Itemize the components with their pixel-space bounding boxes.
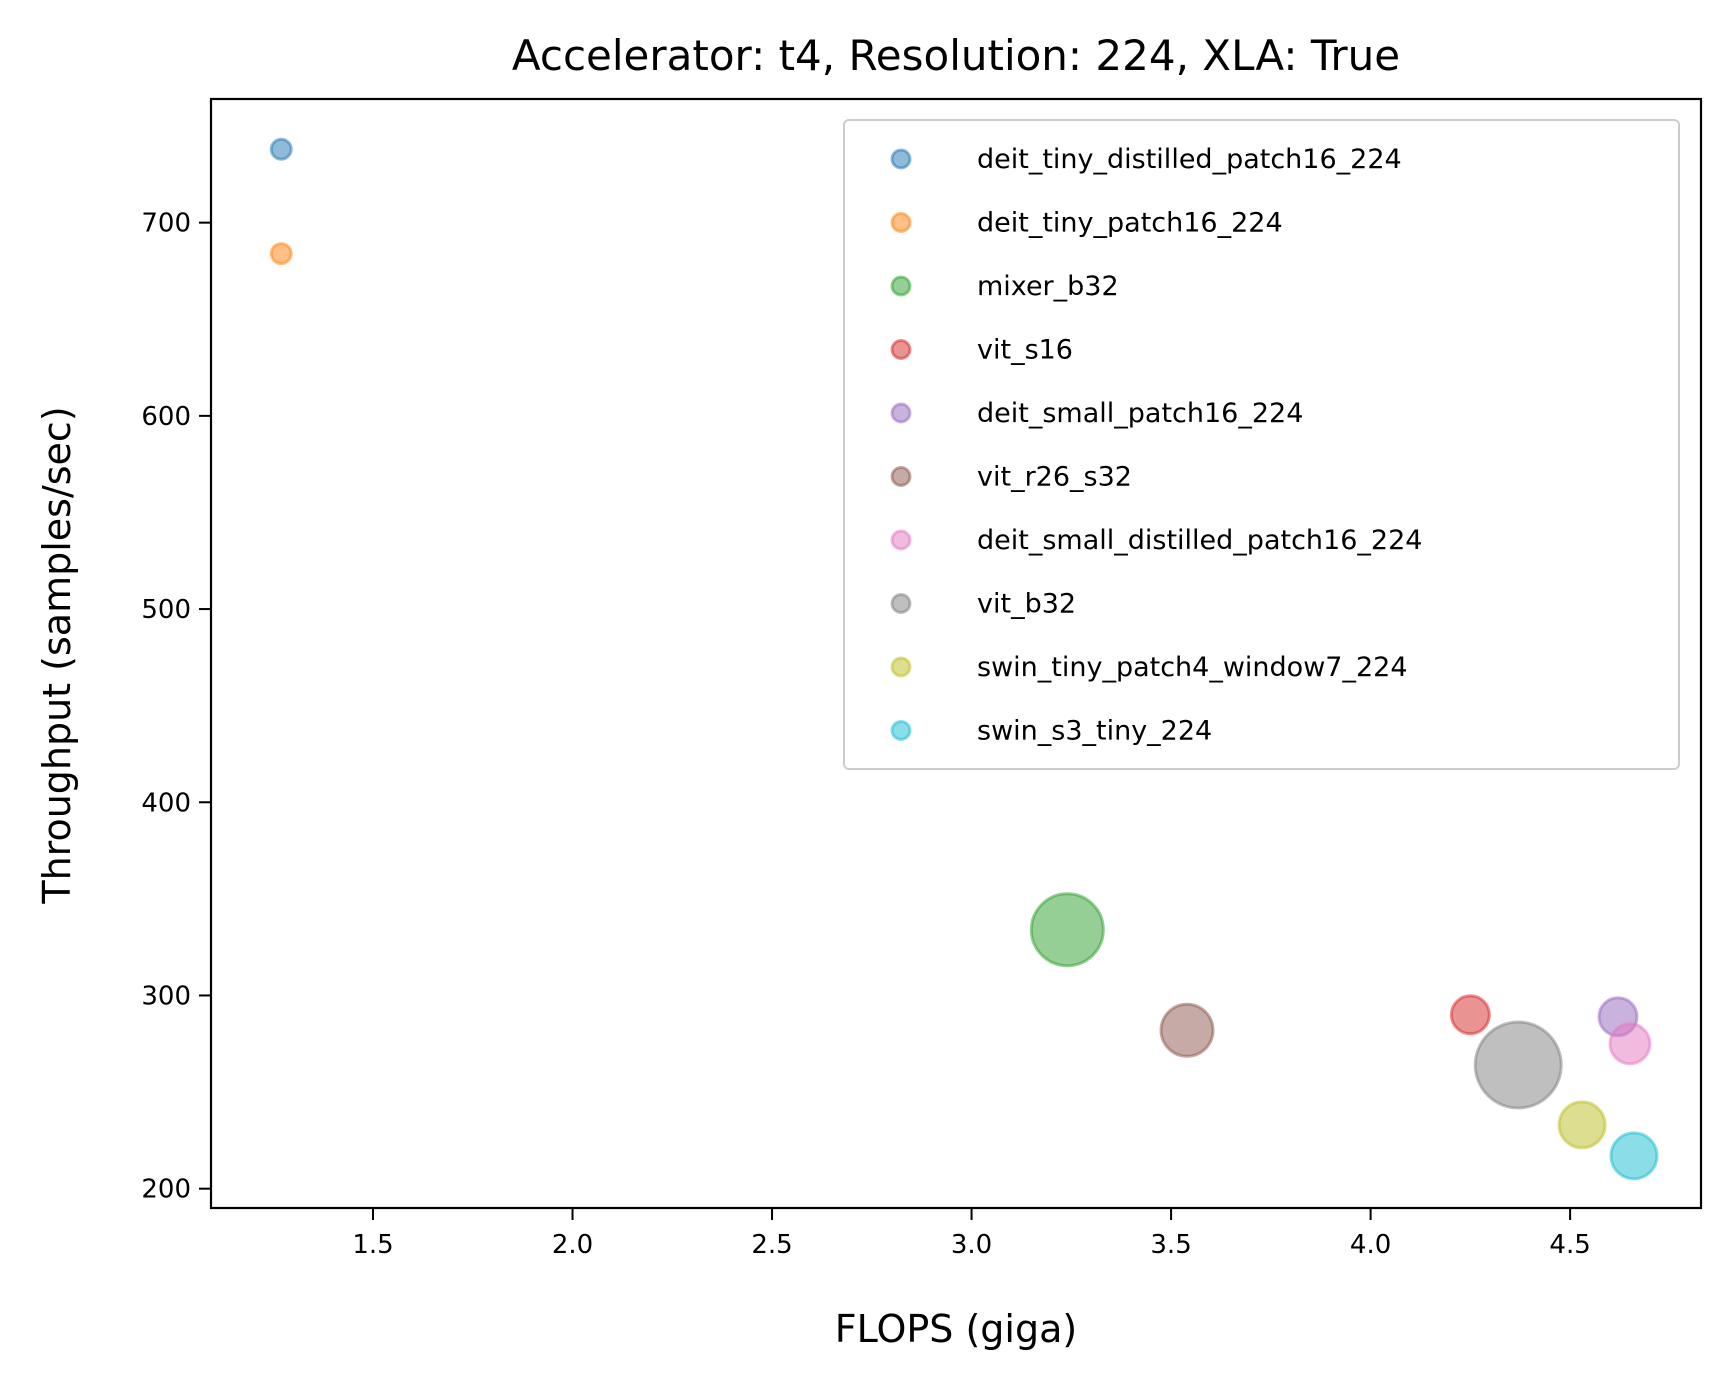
legend-marker — [890, 148, 912, 170]
x-axis-label: FLOPS (giga) — [835, 1307, 1077, 1351]
legend-marker — [890, 402, 912, 424]
y-tick-label: 500 — [141, 595, 191, 625]
y-tick-label: 700 — [141, 209, 191, 239]
y-tick-label: 400 — [141, 788, 191, 818]
data-point-vit_b32 — [1473, 1020, 1563, 1110]
data-point-deit_tiny_distilled_patch16_224 — [269, 137, 293, 161]
legend-label: deit_small_distilled_patch16_224 — [977, 525, 1422, 556]
chart-title: Accelerator: t4, Resolution: 224, XLA: T… — [512, 31, 1400, 80]
legend-label: vit_b32 — [977, 589, 1076, 620]
x-tick-label: 3.5 — [1150, 1230, 1191, 1260]
legend-label: vit_r26_s32 — [977, 462, 1132, 493]
x-axis: 1.5 2.0 2.5 3.0 3.5 4.0 4.5 — [352, 1208, 1591, 1260]
x-tick-label: 3.0 — [951, 1230, 992, 1260]
legend-label: deit_small_patch16_224 — [977, 398, 1303, 429]
legend-label: swin_tiny_patch4_window7_224 — [977, 652, 1408, 683]
legend-marker — [890, 212, 912, 233]
legend-label: vit_s16 — [977, 335, 1073, 366]
data-point-deit_small_distilled_patch16_224 — [1608, 1022, 1652, 1066]
data-point-swin_tiny_patch4_window7_224 — [1557, 1100, 1607, 1150]
data-point-swin_s3_tiny_224 — [1609, 1131, 1659, 1181]
legend-marker — [890, 466, 912, 487]
y-tick-label: 200 — [141, 1175, 191, 1205]
legend-marker — [890, 275, 912, 297]
x-tick-label: 1.5 — [352, 1230, 393, 1260]
legend-box — [843, 119, 1680, 770]
data-point-deit_tiny_patch16_224 — [269, 242, 293, 266]
legend-label: swin_s3_tiny_224 — [977, 716, 1212, 747]
y-axis: 200 300 400 500 600 700 — [141, 209, 211, 1205]
legend-marker — [890, 593, 912, 614]
legend-marker — [890, 529, 912, 551]
y-tick-label: 600 — [141, 402, 191, 432]
legend-label: deit_tiny_patch16_224 — [977, 208, 1283, 239]
legend-label: mixer_b32 — [977, 271, 1119, 302]
legend-marker — [890, 339, 912, 360]
points-layer — [269, 137, 1659, 1181]
y-axis-label: Throughput (samples/sec) — [35, 406, 79, 904]
x-tick-label: 2.5 — [751, 1230, 792, 1260]
data-point-mixer_b32 — [1029, 892, 1105, 968]
x-tick-label: 4.5 — [1549, 1230, 1590, 1260]
data-point-vit_r26_s32 — [1159, 1002, 1215, 1058]
legend-marker — [890, 656, 912, 678]
legend-marker — [890, 720, 912, 741]
y-tick-label: 300 — [141, 981, 191, 1011]
legend-label: deit_tiny_distilled_patch16_224 — [977, 144, 1402, 175]
data-point-vit_s16 — [1449, 994, 1491, 1036]
legend: deit_tiny_distilled_patch16_224 deit_tiny… — [843, 119, 1680, 770]
x-tick-label: 2.0 — [552, 1230, 593, 1260]
x-tick-label: 4.0 — [1350, 1230, 1391, 1260]
plot-frame — [209, 97, 1703, 1210]
